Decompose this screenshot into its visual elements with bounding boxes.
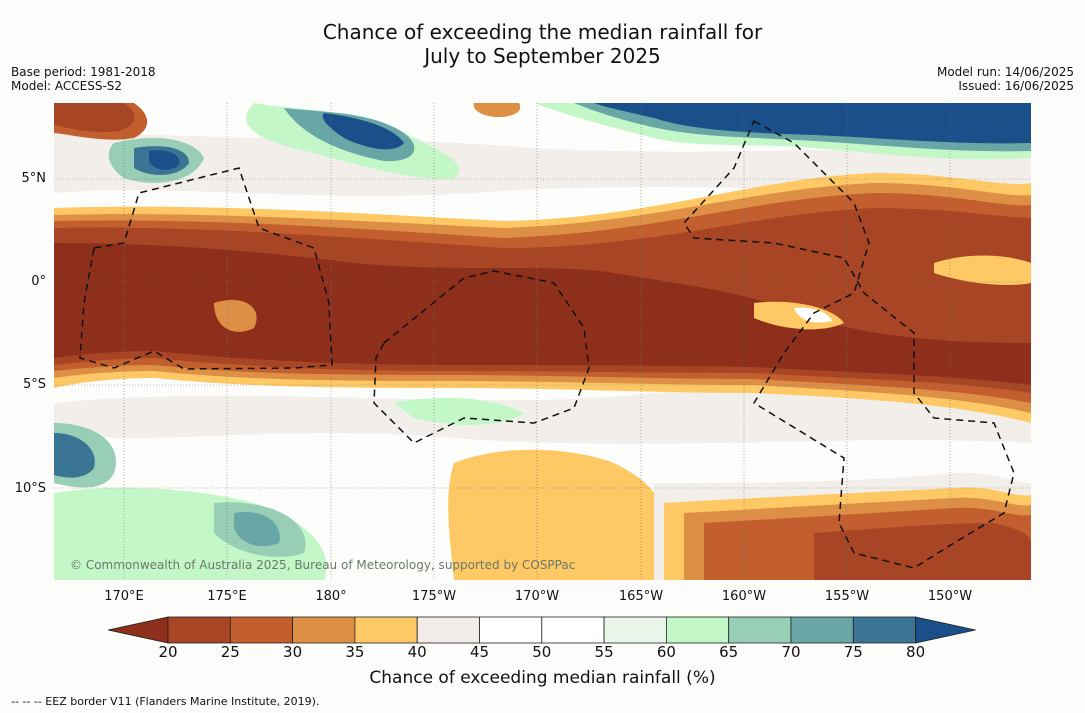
colorbar-extend-high xyxy=(915,616,976,644)
colorbar-label: Chance of exceeding median rainfall (%) xyxy=(369,668,716,688)
lat-label-5s: 5°S xyxy=(22,377,46,392)
lon-label-170e: 170°E xyxy=(104,589,144,604)
colorbar xyxy=(108,616,976,644)
eez-footnote: -- -- -- EEZ border V11 (Flanders Marine… xyxy=(11,695,320,708)
rainfall-map xyxy=(54,103,1031,580)
colorbar-tick-label: 45 xyxy=(469,643,490,661)
colorbar-cell xyxy=(354,616,418,644)
meta-right: Model run: 14/06/2025 Issued: 16/06/2025 xyxy=(937,65,1074,93)
map-title: Chance of exceeding the median rainfall … xyxy=(0,20,1085,68)
colorbar-cell xyxy=(852,616,916,644)
colorbar-tick-label: 80 xyxy=(906,643,926,661)
lon-label-175e: 175°E xyxy=(207,589,247,604)
colorbar-cell xyxy=(479,616,543,644)
meta-left: Base period: 1981-2018 Model: ACCESS-S2 xyxy=(11,65,156,93)
colorbar-cell xyxy=(292,616,356,644)
colorbar-tick-label: 75 xyxy=(843,643,863,661)
colorbar-cell xyxy=(167,616,231,644)
lon-label-160w: 160°W xyxy=(721,589,767,604)
colorbar-tick-label: 50 xyxy=(532,643,552,661)
colorbar-cell xyxy=(603,616,667,644)
colorbar-cell xyxy=(416,616,480,644)
lon-label-165w: 165°W xyxy=(618,589,664,604)
colorbar-tick-label: 40 xyxy=(407,643,427,661)
colorbar-extend-low xyxy=(108,616,169,644)
model-name: Model: ACCESS-S2 xyxy=(11,79,123,93)
colorbar-cell xyxy=(728,616,792,644)
base-period: Base period: 1981-2018 xyxy=(11,65,156,79)
rainfall-map-svg xyxy=(54,103,1031,580)
lat-label-0: 0° xyxy=(31,274,46,289)
colorbar-tick-label: 55 xyxy=(594,643,614,661)
lat-label-10s: 10°S xyxy=(14,481,46,496)
colorbar-cell xyxy=(790,616,854,644)
colorbar-tick-label: 60 xyxy=(656,643,676,661)
lon-label-175w: 175°W xyxy=(411,589,457,604)
colorbar-cell xyxy=(229,616,294,644)
lon-label-180: 180° xyxy=(315,589,347,604)
copyright-notice: © Commonwealth of Australia 2025, Bureau… xyxy=(70,558,576,572)
colorbar-tick-label: 65 xyxy=(719,643,739,661)
colorbar-tick-label: 20 xyxy=(158,643,178,661)
lon-label-170w: 170°W xyxy=(514,589,560,604)
lon-label-150w: 150°W xyxy=(927,589,973,604)
model-run: Model run: 14/06/2025 xyxy=(936,65,1074,79)
colorbar-tick-label: 70 xyxy=(781,643,801,661)
colorbar-cell xyxy=(541,616,605,644)
colorbar-tick-label: 25 xyxy=(220,643,240,661)
title-line-2: July to September 2025 xyxy=(424,44,661,68)
lat-label-5n: 5°N xyxy=(21,171,47,186)
colorbar-cell xyxy=(666,616,730,644)
lon-label-155w: 155°W xyxy=(824,589,870,604)
title-line-1: Chance of exceeding the median rainfall … xyxy=(322,20,763,44)
colorbar-tick-label: 35 xyxy=(345,643,365,661)
issued-date: Issued: 16/06/2025 xyxy=(958,79,1074,93)
colorbar-tick-label: 30 xyxy=(283,643,303,661)
